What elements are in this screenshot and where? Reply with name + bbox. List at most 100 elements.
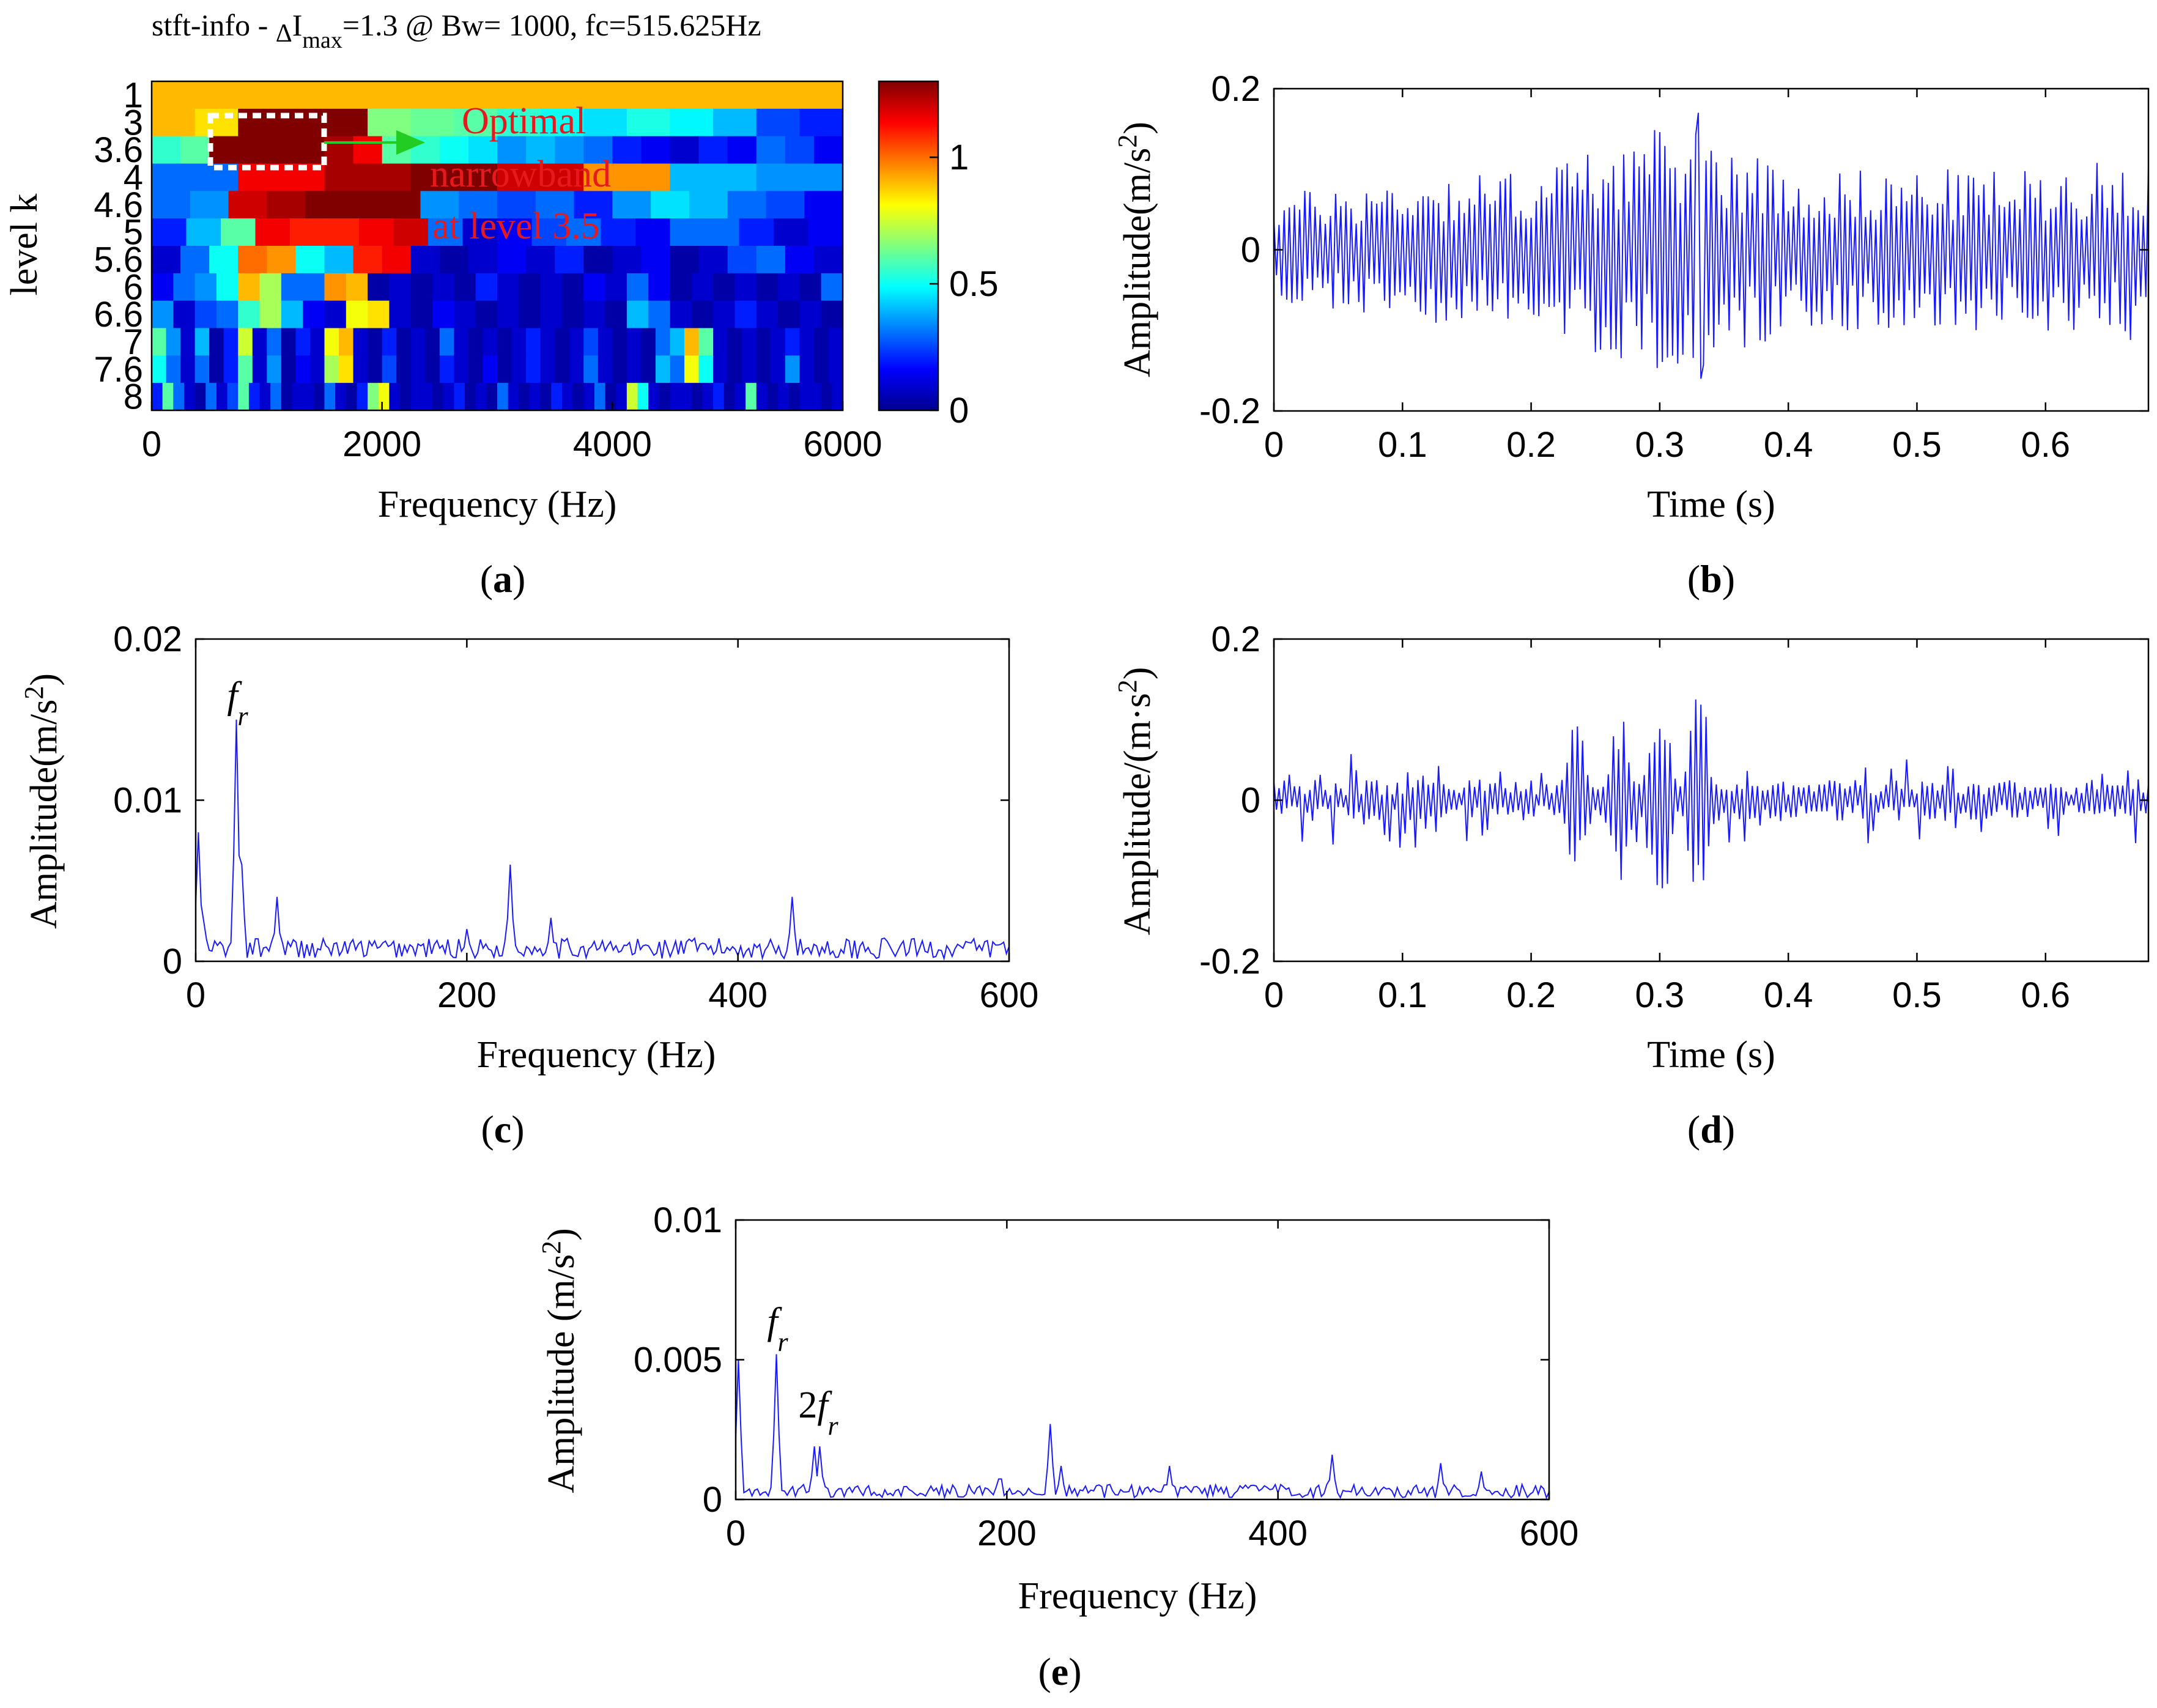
heatmap-cell [353,355,368,383]
heatmap-cell [583,300,606,329]
heatmap-cell [713,355,728,383]
heatmap-cell [555,355,570,383]
heatmap-cell [616,383,627,411]
colorbar-tick-label: 1 [949,138,969,177]
heatmap-x-tick-label: 0 [142,424,161,464]
x-tick-label: 0.3 [1635,425,1685,465]
heatmap-cell [626,108,671,137]
heatmap-cell [813,355,829,383]
x-tick-label: 600 [1520,1514,1579,1553]
heatmap-cell [526,328,541,356]
heatmap-cell [727,191,767,219]
heatmap-cell [382,191,421,219]
x-tick-label: 600 [980,975,1039,1015]
y-tick-label: 0 [703,1480,722,1520]
heatmap-cell [641,246,671,274]
peak-annotation: fr [227,675,248,731]
heatmap-cell [259,273,282,301]
heatmap-cell [497,273,519,301]
heatmap-cell [804,191,843,219]
x-tick-label: 0.3 [1635,975,1685,1015]
heatmap-cell [828,328,843,356]
heatmap-cell [281,355,297,383]
heatmap-cell [497,355,512,383]
heatmap-cell [497,246,527,274]
heatmap-cell [359,218,394,246]
heatmap-y-tick-label: 5.6 [94,240,143,279]
colorbar [878,80,939,412]
panel-label-c: (c) [481,1107,524,1151]
heatmap-cell [462,218,498,246]
heatmap-y-tick-label: 3 [124,103,143,142]
heatmap-cell [292,383,303,411]
heatmap-cells [152,81,843,411]
heatmap-cell [267,246,297,274]
heatmap-cell [432,383,444,411]
heatmap-cell [267,355,282,383]
heatmap-cell [569,355,584,383]
heatmap-cell [186,218,221,246]
heatmap-cell [583,246,613,274]
optimal-band-marker [207,113,327,171]
heatmap-cell [535,191,575,219]
peak-annotation: fr [767,1301,788,1357]
heatmap-cell [209,246,239,274]
heatmap-cell [303,383,314,411]
heatmap-cell [459,191,498,219]
heatmap-cell [497,328,512,356]
heatmap-cell [551,383,563,411]
heatmap-y-tick-label: 5 [124,213,143,253]
heatmap-cell [526,246,555,274]
heatmap-cell [734,300,757,329]
y-tick-label: -0.2 [1199,391,1260,431]
heatmap-cell [612,191,651,219]
heatmap-cell [766,191,805,219]
heatmap-cell [670,355,685,383]
heatmap-cell [346,273,368,301]
heatmap-cell [468,328,484,356]
heatmap-cell [684,355,700,383]
heatmap-cell [497,136,527,165]
heatmap-cell [410,383,423,411]
x-tick-label: 0.6 [2021,975,2070,1015]
heatmap-cell [152,328,167,356]
heatmap-cell [454,273,476,301]
x-tick-label: 400 [708,975,768,1015]
heatmap-cell [454,300,476,329]
heatmap-cell [228,191,267,219]
heatmap-cell [698,355,714,383]
x-tick-label: 0.6 [2021,425,2070,465]
heatmap-cell [368,108,412,137]
heatmap-cell [324,246,354,274]
heatmap-cell [561,300,584,329]
heatmap-cell [526,355,541,383]
heatmap-cell [410,273,433,301]
plot-d-y-label: Amplitude/(m·s2) [1112,667,1158,936]
heatmap-cell [497,81,567,109]
heatmap-cell [209,136,239,165]
heatmap-cell [601,218,636,246]
heatmap-cell [799,300,822,329]
heatmap-cell [555,328,570,356]
heatmap-cell [421,383,433,411]
heatmap-cell [290,81,360,109]
x-tick-label: 0 [186,975,205,1015]
heatmap-cell [691,273,714,301]
heatmap-cell [410,246,440,274]
heatmap-cell [295,136,325,165]
heatmap-cell [574,191,613,219]
heatmap-cell [443,383,454,411]
heatmap-cell [813,328,829,356]
heatmap-cell [705,218,740,246]
heatmap-cell [173,273,196,301]
heatmap-cell [566,218,602,246]
y-tick-label: 0.005 [634,1340,722,1380]
heatmap-cell [612,328,627,356]
heatmap-cell [252,355,267,383]
heatmap-cell [259,383,271,411]
y-tick-label: 0.01 [653,1200,722,1240]
heatmap-cell [828,355,843,383]
heatmap-cell [497,218,533,246]
heatmap-cell [324,163,412,191]
